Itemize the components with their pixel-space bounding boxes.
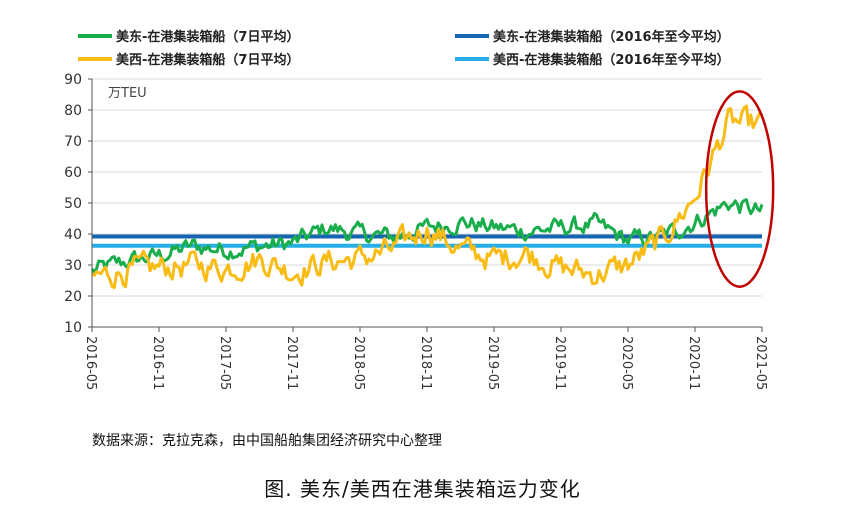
legend-label: 美西-在港集装箱船（2016年至今平均） [493, 52, 730, 68]
y-tick-label: 90 [64, 72, 82, 88]
series-line [91, 104, 764, 290]
y-axis-unit-label: 万TEU [108, 86, 147, 101]
y-tick-label: 70 [64, 134, 82, 150]
legend-label: 美东-在港集装箱船（7日平均） [116, 29, 299, 45]
annotations [704, 90, 775, 288]
x-tick-label: 2020-05 [619, 336, 634, 390]
x-tick-label: 2019-11 [552, 336, 567, 390]
y-tick-label: 40 [64, 227, 82, 243]
x-tick-label: 2020-11 [686, 336, 701, 390]
y-tick-label: 50 [64, 196, 82, 212]
figure-caption: 图. 美东/美西在港集装箱运力变化 [264, 477, 581, 501]
y-tick-label: 30 [64, 258, 82, 274]
source-note: 数据来源：克拉克森，由中国船舶集团经济研究中心整理 [92, 433, 442, 449]
x-tick-label: 2016-11 [150, 336, 165, 390]
grid-layer [92, 78, 762, 297]
x-ticks: 2016-05 2016-11 2017-05 2017-11 2018-05 2018-… [83, 327, 768, 390]
legend-label: 美东-在港集装箱船（2016年至今平均） [493, 29, 730, 45]
y-tick-label: 60 [64, 165, 82, 181]
series-line [90, 198, 764, 274]
x-tick-label: 2018-05 [351, 336, 366, 390]
y-tick-label: 20 [64, 289, 82, 305]
x-tick-label: 2018-11 [418, 336, 433, 390]
y-ticks: 10 20 30 40 50 60 70 80 90 [64, 72, 92, 336]
legend-label: 美西-在港集装箱船（7日平均） [116, 52, 299, 68]
x-tick-label: 2021-05 [753, 336, 768, 390]
x-tick-label: 2017-05 [217, 336, 232, 390]
x-tick-label: 2019-05 [485, 336, 500, 390]
y-tick-label: 10 [64, 320, 82, 336]
x-tick-label: 2017-11 [284, 336, 299, 390]
y-tick-label: 80 [64, 103, 82, 119]
series-lines [90, 104, 764, 290]
highlight-ellipse [704, 90, 775, 288]
legend: 美东-在港集装箱船（7日平均） 美东-在港集装箱船（2016年至今平均） 美西-在港… [78, 29, 730, 68]
x-tick-label: 2016-05 [83, 336, 98, 390]
